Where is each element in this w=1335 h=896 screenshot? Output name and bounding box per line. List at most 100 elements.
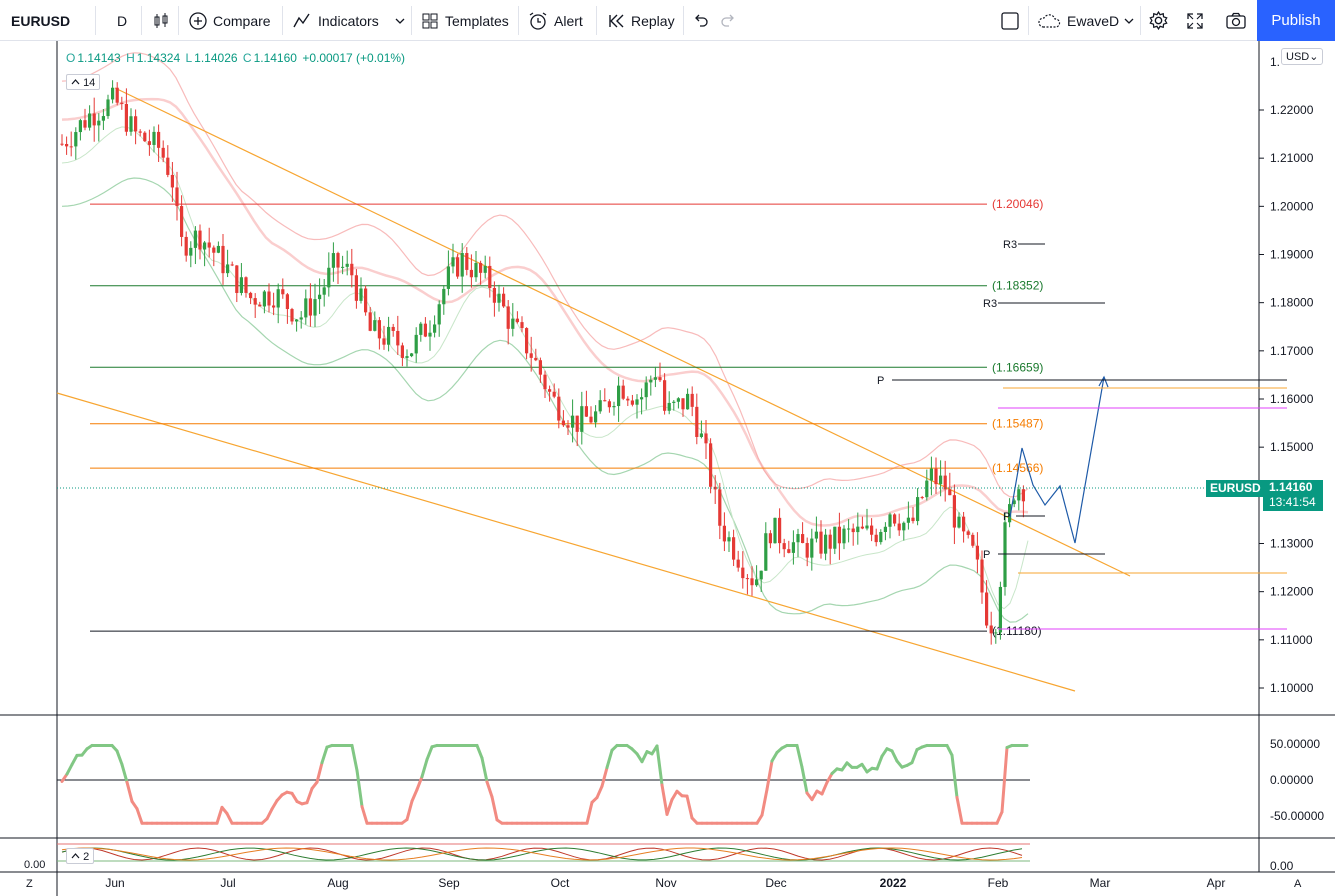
candle-body [1017,489,1021,501]
candle-body [465,253,469,270]
compare-button[interactable]: Compare [189,0,271,41]
osc-tick-label: -50.00000 [1270,809,1324,823]
candle-body [598,400,602,412]
close-value: 1.14160 [253,51,297,65]
candle-body [1012,500,1016,505]
interval-button[interactable]: D [117,0,127,41]
osc-segment [600,766,609,788]
candle-body [865,525,869,529]
candle-body [101,116,105,121]
candle-body [663,380,667,411]
time-label: 2022 [880,876,907,890]
symbol-search[interactable]: EURUSD [11,0,70,41]
candle-body [446,266,450,289]
layout-dropdown[interactable] [1123,0,1135,41]
candle-body [589,416,593,423]
candle-body [653,377,657,380]
price-tick-label: 1.13000 [1270,537,1314,551]
select-toggle-button[interactable] [1000,0,1020,41]
candle-body [768,533,772,544]
osc-segment [950,753,959,799]
osc2-length-badge[interactable]: 2 [66,848,95,864]
moving-average [61,97,1029,527]
last-price-value: 1.14160 [1269,480,1313,494]
snapshot-button[interactable] [1225,0,1247,41]
layout-button[interactable]: EwaveD [1037,0,1119,41]
candle-body [281,289,285,295]
price-tick-label: 1.18000 [1270,296,1314,310]
candle-body [607,401,611,408]
osc-segment [810,789,819,802]
osc-segment [605,748,614,770]
publish-button[interactable]: Publish [1257,0,1335,41]
candle-body [175,187,179,207]
level-label: (1.16659) [992,360,1043,374]
candle-body [649,379,653,383]
settings-button[interactable] [1148,0,1169,41]
auto-scale-button[interactable]: A [1294,878,1302,890]
candle-body [442,288,446,305]
candle-body [92,113,96,126]
candle-body [538,360,542,375]
candle-body [571,415,575,428]
replay-button[interactable]: Replay [607,0,675,41]
price-tick-label: 1.12000 [1270,585,1314,599]
price-chart[interactable]: (1.20046) (1.18352) (1.16659) (1.15487) (1.1… [0,41,1335,896]
candle-body [138,131,142,133]
candle-body [511,318,515,329]
ma-length-badge[interactable]: 14 [66,74,101,90]
candle-body [943,475,947,490]
low-key: L [185,51,193,65]
candle-body [833,526,837,549]
chevron-up-icon [71,79,80,85]
alert-button[interactable]: Alert [528,0,583,41]
candle-body [502,293,506,307]
price-tick-label: 1.11000 [1270,633,1313,647]
candle-body [120,102,124,104]
osc-segment [890,749,899,763]
level-label: (1.14566) [992,461,1043,475]
osc-segment [320,745,329,765]
redo-button[interactable] [719,0,737,41]
fullscreen-button[interactable] [1186,0,1204,41]
rewind-icon [609,14,624,27]
candle-body [635,399,639,405]
candle-body [929,468,933,481]
candle-body [552,391,556,397]
osc-segment [825,771,834,784]
candle-body [658,377,662,381]
toolbar-divider [683,6,684,35]
price-tick-label: 1.22000 [1270,103,1314,117]
candle-body [883,526,887,532]
candle-body [814,531,818,539]
currency-selector[interactable]: USD⌄ [1281,48,1324,65]
candle-body [83,120,87,128]
candle-body [810,538,814,558]
chart-type-button[interactable] [152,0,170,41]
pivot-label: P [983,549,990,561]
toolbar-divider [1028,6,1029,35]
pivot-label: P [1003,511,1010,523]
templates-button[interactable]: Templates [421,0,509,41]
zoom-reset-button[interactable]: Z [26,878,33,890]
candle-body [778,517,782,544]
candle-body [184,236,188,256]
replay-label: Replay [631,12,675,29]
price-tick-label: 1.20000 [1270,199,1314,213]
indicators-dropdown[interactable] [394,0,406,41]
oscillator-pane-2: 0.00 [57,843,1294,873]
candle-body [230,264,234,266]
candle-body [157,131,161,148]
indicators-button[interactable]: Indicators [292,0,379,41]
candle-body [534,357,538,361]
undo-button[interactable] [692,0,710,41]
candle-body [695,406,699,437]
osc-segment [265,807,274,821]
candle-body [764,533,768,571]
candle-body [221,245,225,274]
candle-body [750,578,754,586]
chevron-down-icon [395,18,405,24]
candle-body [488,265,492,288]
osc-segment [350,743,359,772]
candle-body [396,330,400,346]
